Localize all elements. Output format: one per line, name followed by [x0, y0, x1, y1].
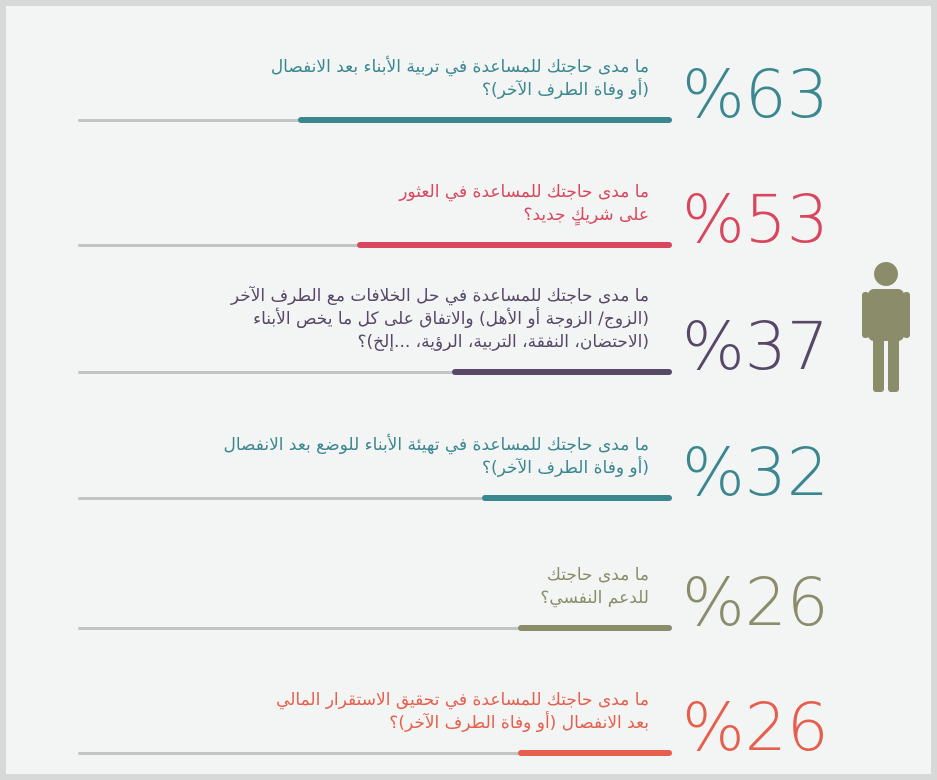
bar-track — [78, 752, 672, 755]
bar — [452, 369, 672, 375]
question-label: ما مدى حاجتك للمساعدة في تربية الأبناء ب… — [270, 57, 649, 100]
bar-track — [78, 627, 672, 630]
value-label: %26 — [682, 564, 829, 641]
question-label: ما مدى حاجتك للمساعدة في حل الخلافات مع … — [230, 286, 649, 352]
question-label: ما مدى حاجتك للمساعدة في تهيئة الأبناء ل… — [223, 435, 649, 478]
value-label: %63 — [682, 56, 829, 133]
bar — [297, 117, 672, 123]
question-label: ما مدى حاجتك للدعم النفسي؟ — [540, 565, 649, 608]
bar — [357, 242, 672, 248]
question-label: ما مدى حاجتك للمساعدة في العثور على شريك… — [399, 182, 649, 225]
value-label: %26 — [682, 689, 829, 766]
bar-track — [78, 371, 672, 374]
bar — [481, 495, 672, 501]
question-label: ما مدى حاجتك للمساعدة في تحقيق الاستقرار… — [276, 690, 649, 733]
value-label: %37 — [682, 308, 829, 385]
person-icon — [862, 262, 910, 392]
bar — [517, 750, 672, 756]
bar-track — [78, 497, 672, 500]
bar — [517, 625, 672, 631]
value-label: %53 — [682, 181, 829, 258]
value-label: %32 — [682, 434, 829, 511]
